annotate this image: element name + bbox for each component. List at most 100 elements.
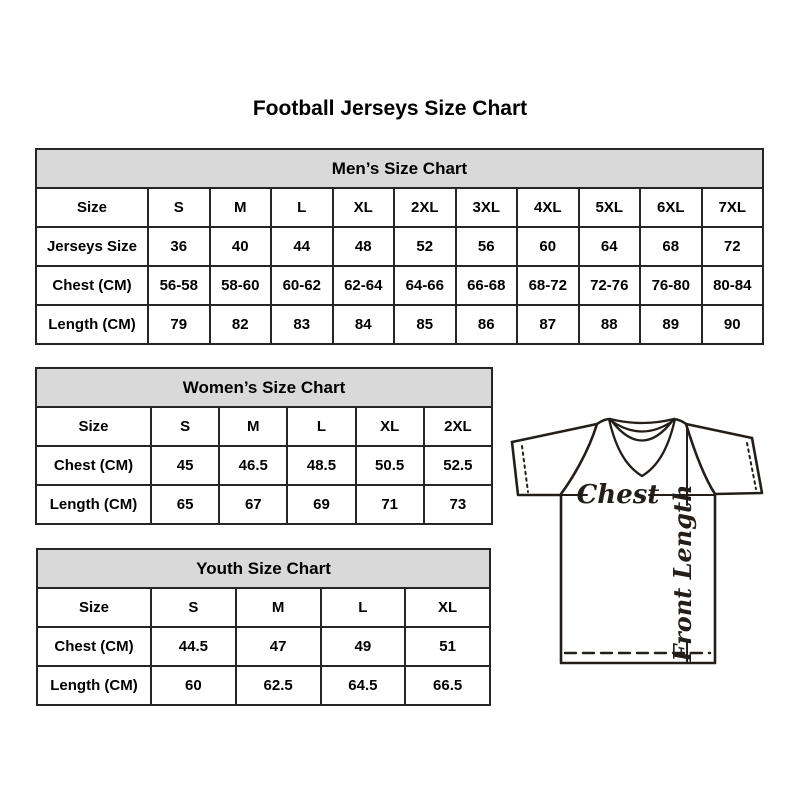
size-col-header-cell: 4XL — [516, 187, 580, 228]
size-col-header-cell: L — [286, 406, 357, 447]
value-cell: 58-60 — [208, 265, 272, 306]
value-cell: 72 — [700, 226, 764, 267]
value-cell: 60-62 — [270, 265, 334, 306]
table-section-title: Men’s Size Chart — [35, 148, 764, 189]
value-cell: 76-80 — [639, 265, 703, 306]
value-cell: 66-68 — [454, 265, 518, 306]
right-cuff-stitch-line — [746, 442, 757, 490]
value-cell: 89 — [639, 304, 703, 345]
size-col-header-cell: S — [147, 187, 211, 228]
value-cell: 84 — [331, 304, 395, 345]
value-cell: 80-84 — [700, 265, 764, 306]
value-cell: 44 — [270, 226, 334, 267]
value-cell: 36 — [147, 226, 211, 267]
table-row: Length (CM) 79 82 83 84 85 86 87 88 89 9… — [35, 304, 764, 345]
value-cell: 62-64 — [331, 265, 395, 306]
value-cell: 40 — [208, 226, 272, 267]
table-row: Chest (CM) 44.5 47 49 51 — [36, 626, 491, 667]
size-col-header-cell: XL — [331, 187, 395, 228]
value-cell: 60 — [150, 665, 237, 706]
size-col-header-cell: 6XL — [639, 187, 703, 228]
size-col-header-cell: 2XL — [393, 187, 457, 228]
size-col-header-cell: 7XL — [700, 187, 764, 228]
value-cell: 49 — [319, 626, 407, 667]
value-cell: 64 — [577, 226, 641, 267]
size-col-header-cell: S — [150, 587, 237, 628]
front-length-label: Front Length — [668, 484, 697, 662]
size-col-header-cell: 3XL — [454, 187, 518, 228]
value-cell: 88 — [577, 304, 641, 345]
page-title: Football Jerseys Size Chart — [252, 97, 528, 120]
value-cell: 46.5 — [218, 445, 289, 486]
size-col-header-cell: XL — [354, 406, 425, 447]
value-cell: 64.5 — [319, 665, 407, 706]
value-cell: 65 — [149, 484, 221, 525]
row-label-cell: Length (CM) — [35, 304, 149, 345]
row-label-cell: Chest (CM) — [35, 265, 149, 306]
value-cell: 44.5 — [150, 626, 237, 667]
value-cell: 51 — [404, 626, 491, 667]
table-row: Length (CM) 65 67 69 71 73 — [35, 484, 494, 525]
size-col-header-cell: L — [319, 587, 407, 628]
row-label-cell: Size — [35, 187, 149, 228]
size-col-header-cell: 5XL — [577, 187, 641, 228]
collar-vneck — [607, 417, 677, 478]
size-col-header-cell: XL — [404, 587, 491, 628]
value-cell: 69 — [286, 484, 357, 525]
row-label-cell: Length (CM) — [35, 484, 152, 525]
value-cell: 83 — [270, 304, 334, 345]
size-col-header-cell: S — [149, 406, 221, 447]
value-cell: 52.5 — [422, 445, 494, 486]
size-col-header-cell: 2XL — [422, 406, 494, 447]
size-col-header-cell: L — [270, 187, 334, 228]
table-row: Chest (CM) 56-58 58-60 60-62 62-64 64-66… — [35, 265, 764, 306]
row-label-cell: Chest (CM) — [35, 445, 152, 486]
value-cell: 62.5 — [234, 665, 322, 706]
table-row: Size S M L XL — [36, 587, 491, 628]
table-row: Chest (CM) 45 46.5 48.5 50.5 52.5 — [35, 445, 494, 486]
table-section-title: Women’s Size Chart — [35, 367, 493, 408]
value-cell: 66.5 — [404, 665, 491, 706]
value-cell: 90 — [700, 304, 764, 345]
row-label-cell: Length (CM) — [36, 665, 152, 706]
value-cell: 87 — [516, 304, 580, 345]
value-cell: 45 — [149, 445, 221, 486]
womens-size-table: Women’s Size Chart Size S M L XL 2XL Che… — [35, 367, 494, 525]
left-cuff-stitch-line — [521, 445, 529, 493]
value-cell: 56 — [454, 226, 518, 267]
value-cell: 48.5 — [286, 445, 357, 486]
row-label-cell: Chest (CM) — [36, 626, 152, 667]
value-cell: 72-76 — [577, 265, 641, 306]
table-row: Size S M L XL 2XL — [35, 406, 494, 447]
size-col-header-cell: M — [234, 587, 322, 628]
value-cell: 47 — [234, 626, 322, 667]
table-section-title: Youth Size Chart — [36, 548, 491, 589]
value-cell: 68-72 — [516, 265, 580, 306]
value-cell: 71 — [354, 484, 425, 525]
row-label-cell: Size — [36, 587, 152, 628]
table-row: Size S M L XL 2XL 3XL 4XL 5XL 6XL 7XL — [35, 187, 764, 228]
size-col-header-cell: M — [218, 406, 289, 447]
value-cell: 56-58 — [147, 265, 211, 306]
table-row: Jerseys Size 36 40 44 48 52 56 60 64 68 … — [35, 226, 764, 267]
jersey-outline — [510, 417, 764, 665]
value-cell: 52 — [393, 226, 457, 267]
value-cell: 60 — [516, 226, 580, 267]
value-cell: 82 — [208, 304, 272, 345]
value-cell: 48 — [331, 226, 395, 267]
value-cell: 50.5 — [354, 445, 425, 486]
value-cell: 73 — [422, 484, 494, 525]
value-cell: 79 — [147, 304, 211, 345]
value-cell: 64-66 — [393, 265, 457, 306]
chest-label: Chest — [577, 480, 660, 510]
value-cell: 67 — [218, 484, 289, 525]
mens-size-table: Men’s Size Chart Size S M L XL 2XL 3XL 4… — [35, 148, 764, 345]
jersey-diagram: Chest Front Length — [510, 417, 764, 665]
size-col-header-cell: M — [208, 187, 272, 228]
row-label-cell: Jerseys Size — [35, 226, 149, 267]
row-label-cell: Size — [35, 406, 152, 447]
value-cell: 68 — [639, 226, 703, 267]
value-cell: 85 — [393, 304, 457, 345]
table-row: Length (CM) 60 62.5 64.5 66.5 — [36, 665, 491, 706]
